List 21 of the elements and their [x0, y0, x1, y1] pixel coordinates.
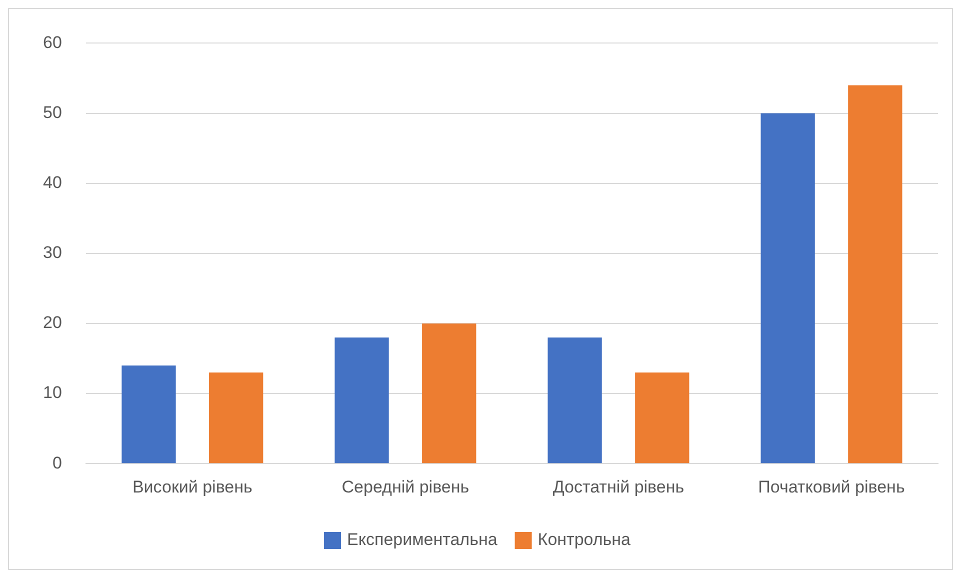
bar	[334, 337, 389, 464]
x-tick-label: Високий рівень	[132, 477, 253, 496]
bar	[122, 366, 176, 464]
y-tick-label: 10	[42, 383, 62, 402]
y-tick-label: 50	[42, 102, 62, 122]
bar	[209, 372, 264, 464]
x-tick-label: Достатній рівень	[552, 477, 684, 496]
bar	[760, 113, 815, 464]
bar	[422, 323, 476, 464]
y-tick-label: 0	[52, 453, 62, 472]
bar	[848, 85, 902, 464]
y-tick-label: 60	[42, 32, 62, 52]
legend-label: Експериментальна	[347, 530, 498, 550]
bar	[548, 337, 602, 464]
x-tick-label: Початковий рівень	[758, 477, 905, 496]
legend-label: Контрольна	[538, 530, 632, 550]
x-tick-label: Середній рівень	[342, 477, 470, 496]
bar	[635, 372, 690, 464]
y-tick-label: 30	[42, 243, 62, 262]
y-tick-label: 20	[42, 313, 62, 332]
y-tick-label: 40	[42, 173, 62, 192]
